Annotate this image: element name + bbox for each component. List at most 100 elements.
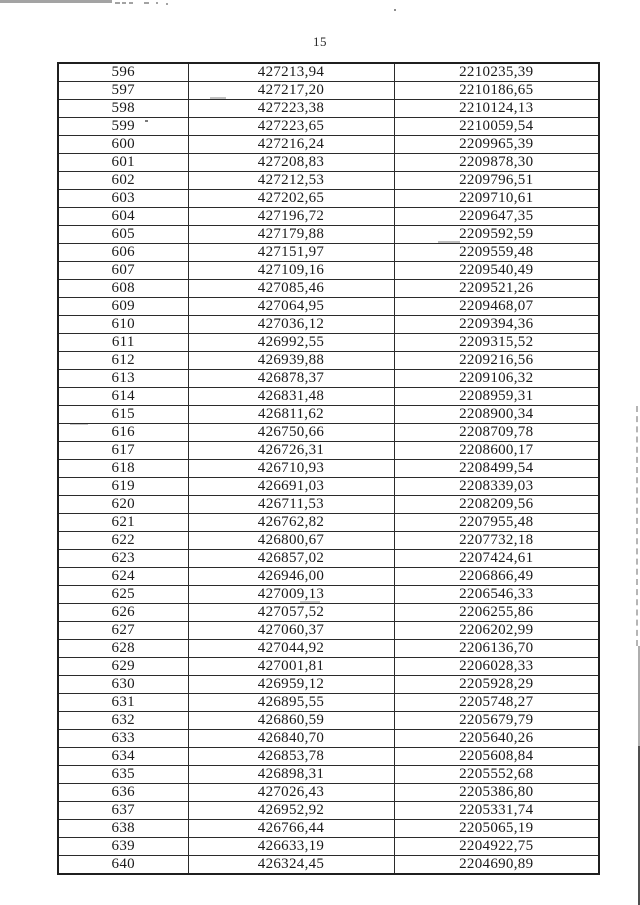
point-id-cell: 625 <box>57 585 189 604</box>
y-coordinate-cell: 2209521,26 <box>393 279 600 298</box>
table-row: 638 426766,44 2205065,19 <box>57 819 600 838</box>
point-id-cell: 604 <box>57 207 189 226</box>
point-id-cell: 620 <box>57 495 189 514</box>
point-id-cell: 631 <box>57 693 189 712</box>
table-row: 629 427001,81 2206028,33 <box>57 657 600 676</box>
table-row: 620 426711,53 2208209,56 <box>57 495 600 514</box>
y-coordinate-cell: 2209559,48 <box>393 243 600 262</box>
y-coordinate-cell: 2209796,51 <box>393 171 600 190</box>
table-row: 608 427085,46 2209521,26 <box>57 279 600 298</box>
x-coordinate-cell: 427202,65 <box>187 189 395 208</box>
x-coordinate-cell: 426959,12 <box>187 675 395 694</box>
x-coordinate-cell: 426840,70 <box>187 729 395 748</box>
x-coordinate-cell: 427151,97 <box>187 243 395 262</box>
table-row: 627 427060,37 2206202,99 <box>57 621 600 640</box>
table-row: 610 427036,12 2209394,36 <box>57 315 600 334</box>
point-id-cell: 632 <box>57 711 189 730</box>
x-coordinate-cell: 426711,53 <box>187 495 395 514</box>
table-row: 630 426959,12 2205928,29 <box>57 675 600 694</box>
point-id-cell: 598 <box>57 99 189 118</box>
coordinates-table-body: 596 427213,94 2210235,39 597 427217,20 2… <box>57 62 600 875</box>
x-coordinate-cell: 427001,81 <box>187 657 395 676</box>
x-coordinate-cell: 427109,16 <box>187 261 395 280</box>
y-coordinate-cell: 2207732,18 <box>393 531 600 550</box>
x-coordinate-cell: 426939,88 <box>187 351 395 370</box>
table-row: 607 427109,16 2209540,49 <box>57 261 600 280</box>
x-coordinate-cell: 426750,66 <box>187 423 395 442</box>
y-coordinate-cell: 2205679,79 <box>393 711 600 730</box>
x-coordinate-cell: 427064,95 <box>187 297 395 316</box>
y-coordinate-cell: 2204922,75 <box>393 837 600 856</box>
table-row: 617 426726,31 2208600,17 <box>57 441 600 460</box>
point-id-cell: 619 <box>57 477 189 496</box>
table-row: 633 426840,70 2205640,26 <box>57 729 600 748</box>
scan-artifact-top-bar <box>0 0 112 3</box>
x-coordinate-cell: 426710,93 <box>187 459 395 478</box>
y-coordinate-cell: 2210124,13 <box>393 99 600 118</box>
coordinates-table: 596 427213,94 2210235,39 597 427217,20 2… <box>57 62 600 875</box>
table-row: 611 426992,55 2209315,52 <box>57 333 600 352</box>
point-id-cell: 606 <box>57 243 189 262</box>
table-row: 636 427026,43 2205386,80 <box>57 783 600 802</box>
y-coordinate-cell: 2205552,68 <box>393 765 600 784</box>
point-id-cell: 634 <box>57 747 189 766</box>
point-id-cell: 607 <box>57 261 189 280</box>
table-row: 640 426324,45 2204690,89 <box>57 855 600 875</box>
table-row: 616 426750,66 2208709,78 <box>57 423 600 442</box>
table-row: 635 426898,31 2205552,68 <box>57 765 600 784</box>
y-coordinate-cell: 2209216,56 <box>393 351 600 370</box>
scan-artifact-dash <box>129 2 133 4</box>
table-row: 598 427223,38 2210124,13 <box>57 99 600 118</box>
y-coordinate-cell: 2209965,39 <box>393 135 600 154</box>
x-coordinate-cell: 426992,55 <box>187 333 395 352</box>
table-row: 623 426857,02 2207424,61 <box>57 549 600 568</box>
y-coordinate-cell: 2209710,61 <box>393 189 600 208</box>
scan-artifact-dot <box>156 2 158 4</box>
table-row: 622 426800,67 2207732,18 <box>57 531 600 550</box>
table-row: 637 426952,92 2205331,74 <box>57 801 600 820</box>
y-coordinate-cell: 2205640,26 <box>393 729 600 748</box>
point-id-cell: 613 <box>57 369 189 388</box>
x-coordinate-cell: 427212,53 <box>187 171 395 190</box>
point-id-cell: 605 <box>57 225 189 244</box>
point-id-cell: 601 <box>57 153 189 172</box>
x-coordinate-cell: 426857,02 <box>187 549 395 568</box>
x-coordinate-cell: 426853,78 <box>187 747 395 766</box>
point-id-cell: 600 <box>57 135 189 154</box>
table-row: 613 426878,37 2209106,32 <box>57 369 600 388</box>
x-coordinate-cell: 426726,31 <box>187 441 395 460</box>
point-id-cell: 597 <box>57 81 189 100</box>
x-coordinate-cell: 426878,37 <box>187 369 395 388</box>
x-coordinate-cell: 426898,31 <box>187 765 395 784</box>
table-row: 612 426939,88 2209216,56 <box>57 351 600 370</box>
y-coordinate-cell: 2209592,59 <box>393 225 600 244</box>
table-row: 628 427044,92 2206136,70 <box>57 639 600 658</box>
scan-artifact-dot <box>166 3 168 5</box>
y-coordinate-cell: 2205928,29 <box>393 675 600 694</box>
point-id-cell: 627 <box>57 621 189 640</box>
x-coordinate-cell: 426860,59 <box>187 711 395 730</box>
x-coordinate-cell: 427216,24 <box>187 135 395 154</box>
x-coordinate-cell: 426811,62 <box>187 405 395 424</box>
y-coordinate-cell: 2209540,49 <box>393 261 600 280</box>
y-coordinate-cell: 2208339,03 <box>393 477 600 496</box>
table-row: 619 426691,03 2208339,03 <box>57 477 600 496</box>
table-row: 600 427216,24 2209965,39 <box>57 135 600 154</box>
point-id-cell: 637 <box>57 801 189 820</box>
point-id-cell: 599 <box>57 117 189 136</box>
point-id-cell: 609 <box>57 297 189 316</box>
point-id-cell: 630 <box>57 675 189 694</box>
x-coordinate-cell: 426946,00 <box>187 567 395 586</box>
y-coordinate-cell: 2208209,56 <box>393 495 600 514</box>
point-id-cell: 614 <box>57 387 189 406</box>
point-id-cell: 633 <box>57 729 189 748</box>
x-coordinate-cell: 427026,43 <box>187 783 395 802</box>
point-id-cell: 636 <box>57 783 189 802</box>
point-id-cell: 618 <box>57 459 189 478</box>
table-row: 602 427212,53 2209796,51 <box>57 171 600 190</box>
table-row: 597 427217,20 2210186,65 <box>57 81 600 100</box>
table-row: 625 427009,13 2206546,33 <box>57 585 600 604</box>
y-coordinate-cell: 2210235,39 <box>393 62 600 82</box>
y-coordinate-cell: 2206202,99 <box>393 621 600 640</box>
